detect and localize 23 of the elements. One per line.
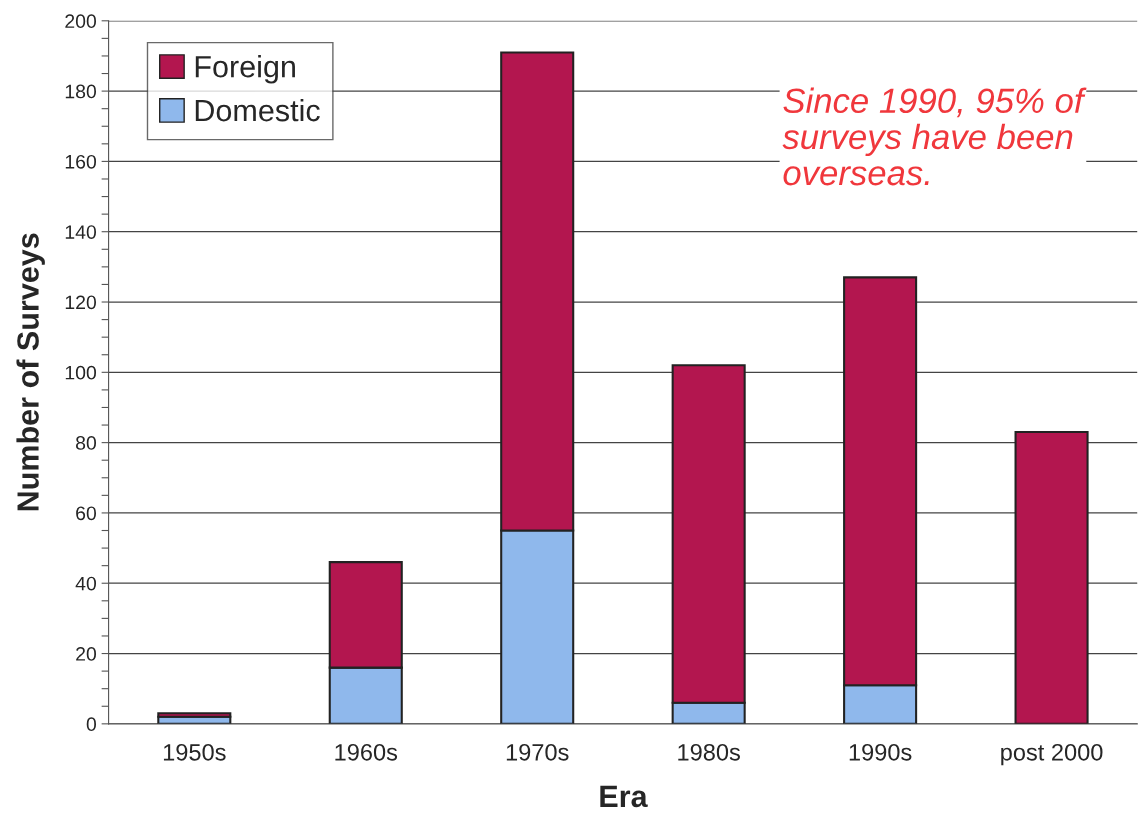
y-axis-title: Number of Surveys (16, 233, 45, 511)
x-tick-label: post 2000 (1001, 743, 1103, 766)
y-tick-label: 20 (76, 647, 97, 661)
y-tick-label: 100 (65, 365, 97, 380)
bar (1014, 431, 1089, 724)
y-tick-label: 140 (65, 225, 97, 239)
y-tick-label: 200 (65, 14, 97, 29)
x-tick-label: 1950s (163, 743, 226, 761)
y-tick-label: 180 (65, 84, 97, 99)
annotation: Since 1990, 95% of surveys have been overseas. (782, 87, 1087, 186)
y-tick-label: 0 (86, 717, 97, 732)
legend-label: Foreign (195, 55, 295, 84)
x-tick-label: 1970s (506, 743, 569, 761)
x-tick-label: 1980s (678, 743, 740, 761)
x-tick-label: 1990s (849, 743, 912, 761)
y-tick-label: 160 (65, 154, 97, 169)
y-tick-label: 40 (75, 576, 97, 591)
x-tick-label: 1960s (335, 743, 398, 761)
y-tick-label: 80 (76, 436, 97, 450)
legend-label: Domestic (195, 98, 320, 122)
x-axis-title: Era (600, 785, 648, 808)
y-tick-label: 120 (65, 295, 97, 310)
y-tick-label: 60 (76, 506, 97, 521)
